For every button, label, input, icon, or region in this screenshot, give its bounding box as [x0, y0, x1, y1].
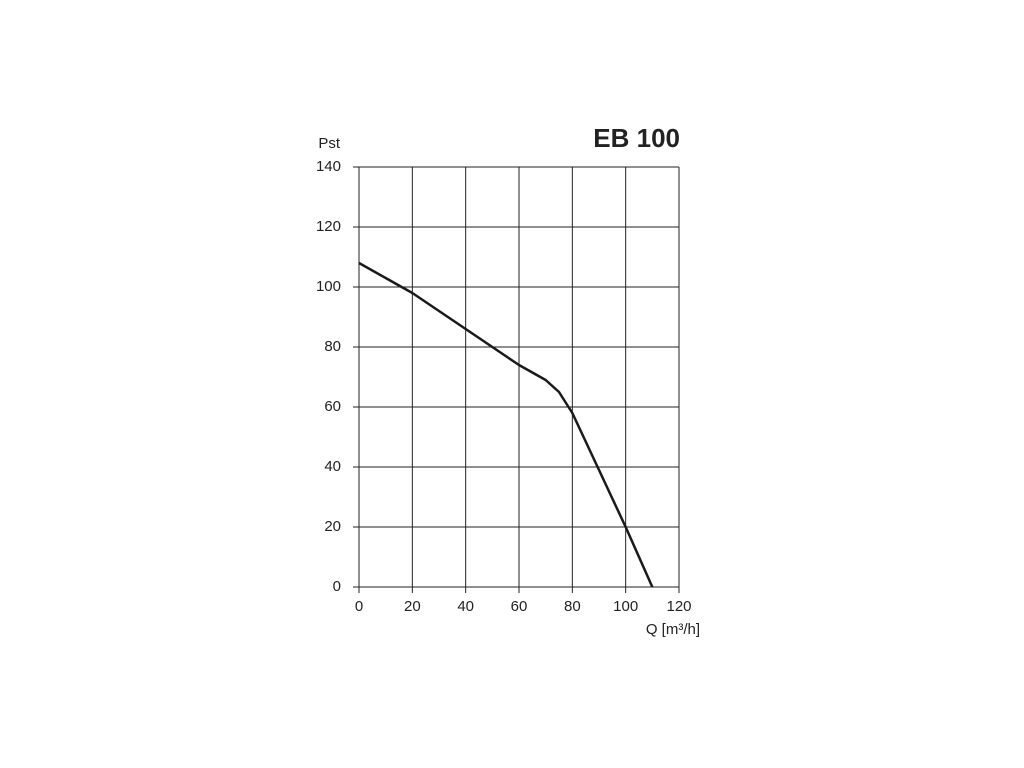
y-tick-label: 80 [324, 338, 341, 355]
x-tick-label: 0 [355, 598, 363, 615]
x-tick-label: 60 [511, 598, 528, 615]
y-tick-label: 0 [333, 578, 341, 595]
y-tick-label: 60 [324, 398, 341, 415]
x-tick-label: 20 [404, 598, 421, 615]
chart-title: EB 100 [593, 123, 680, 153]
y-tick-label: 40 [324, 458, 341, 475]
y-tick-label: 100 [316, 278, 341, 295]
x-tick-label: 120 [666, 598, 691, 615]
y-tick-label: 140 [316, 158, 341, 175]
data-line [358, 261, 654, 588]
y-tick-label: 120 [316, 218, 341, 235]
y-axis-label: Pst [318, 135, 341, 152]
x-tick-label: 80 [564, 598, 581, 615]
y-tick-label: 20 [324, 518, 341, 535]
x-tick-label: 40 [457, 598, 474, 615]
x-axis-label: Q [m³/h] [646, 621, 700, 638]
x-tick-label: 100 [613, 598, 638, 615]
